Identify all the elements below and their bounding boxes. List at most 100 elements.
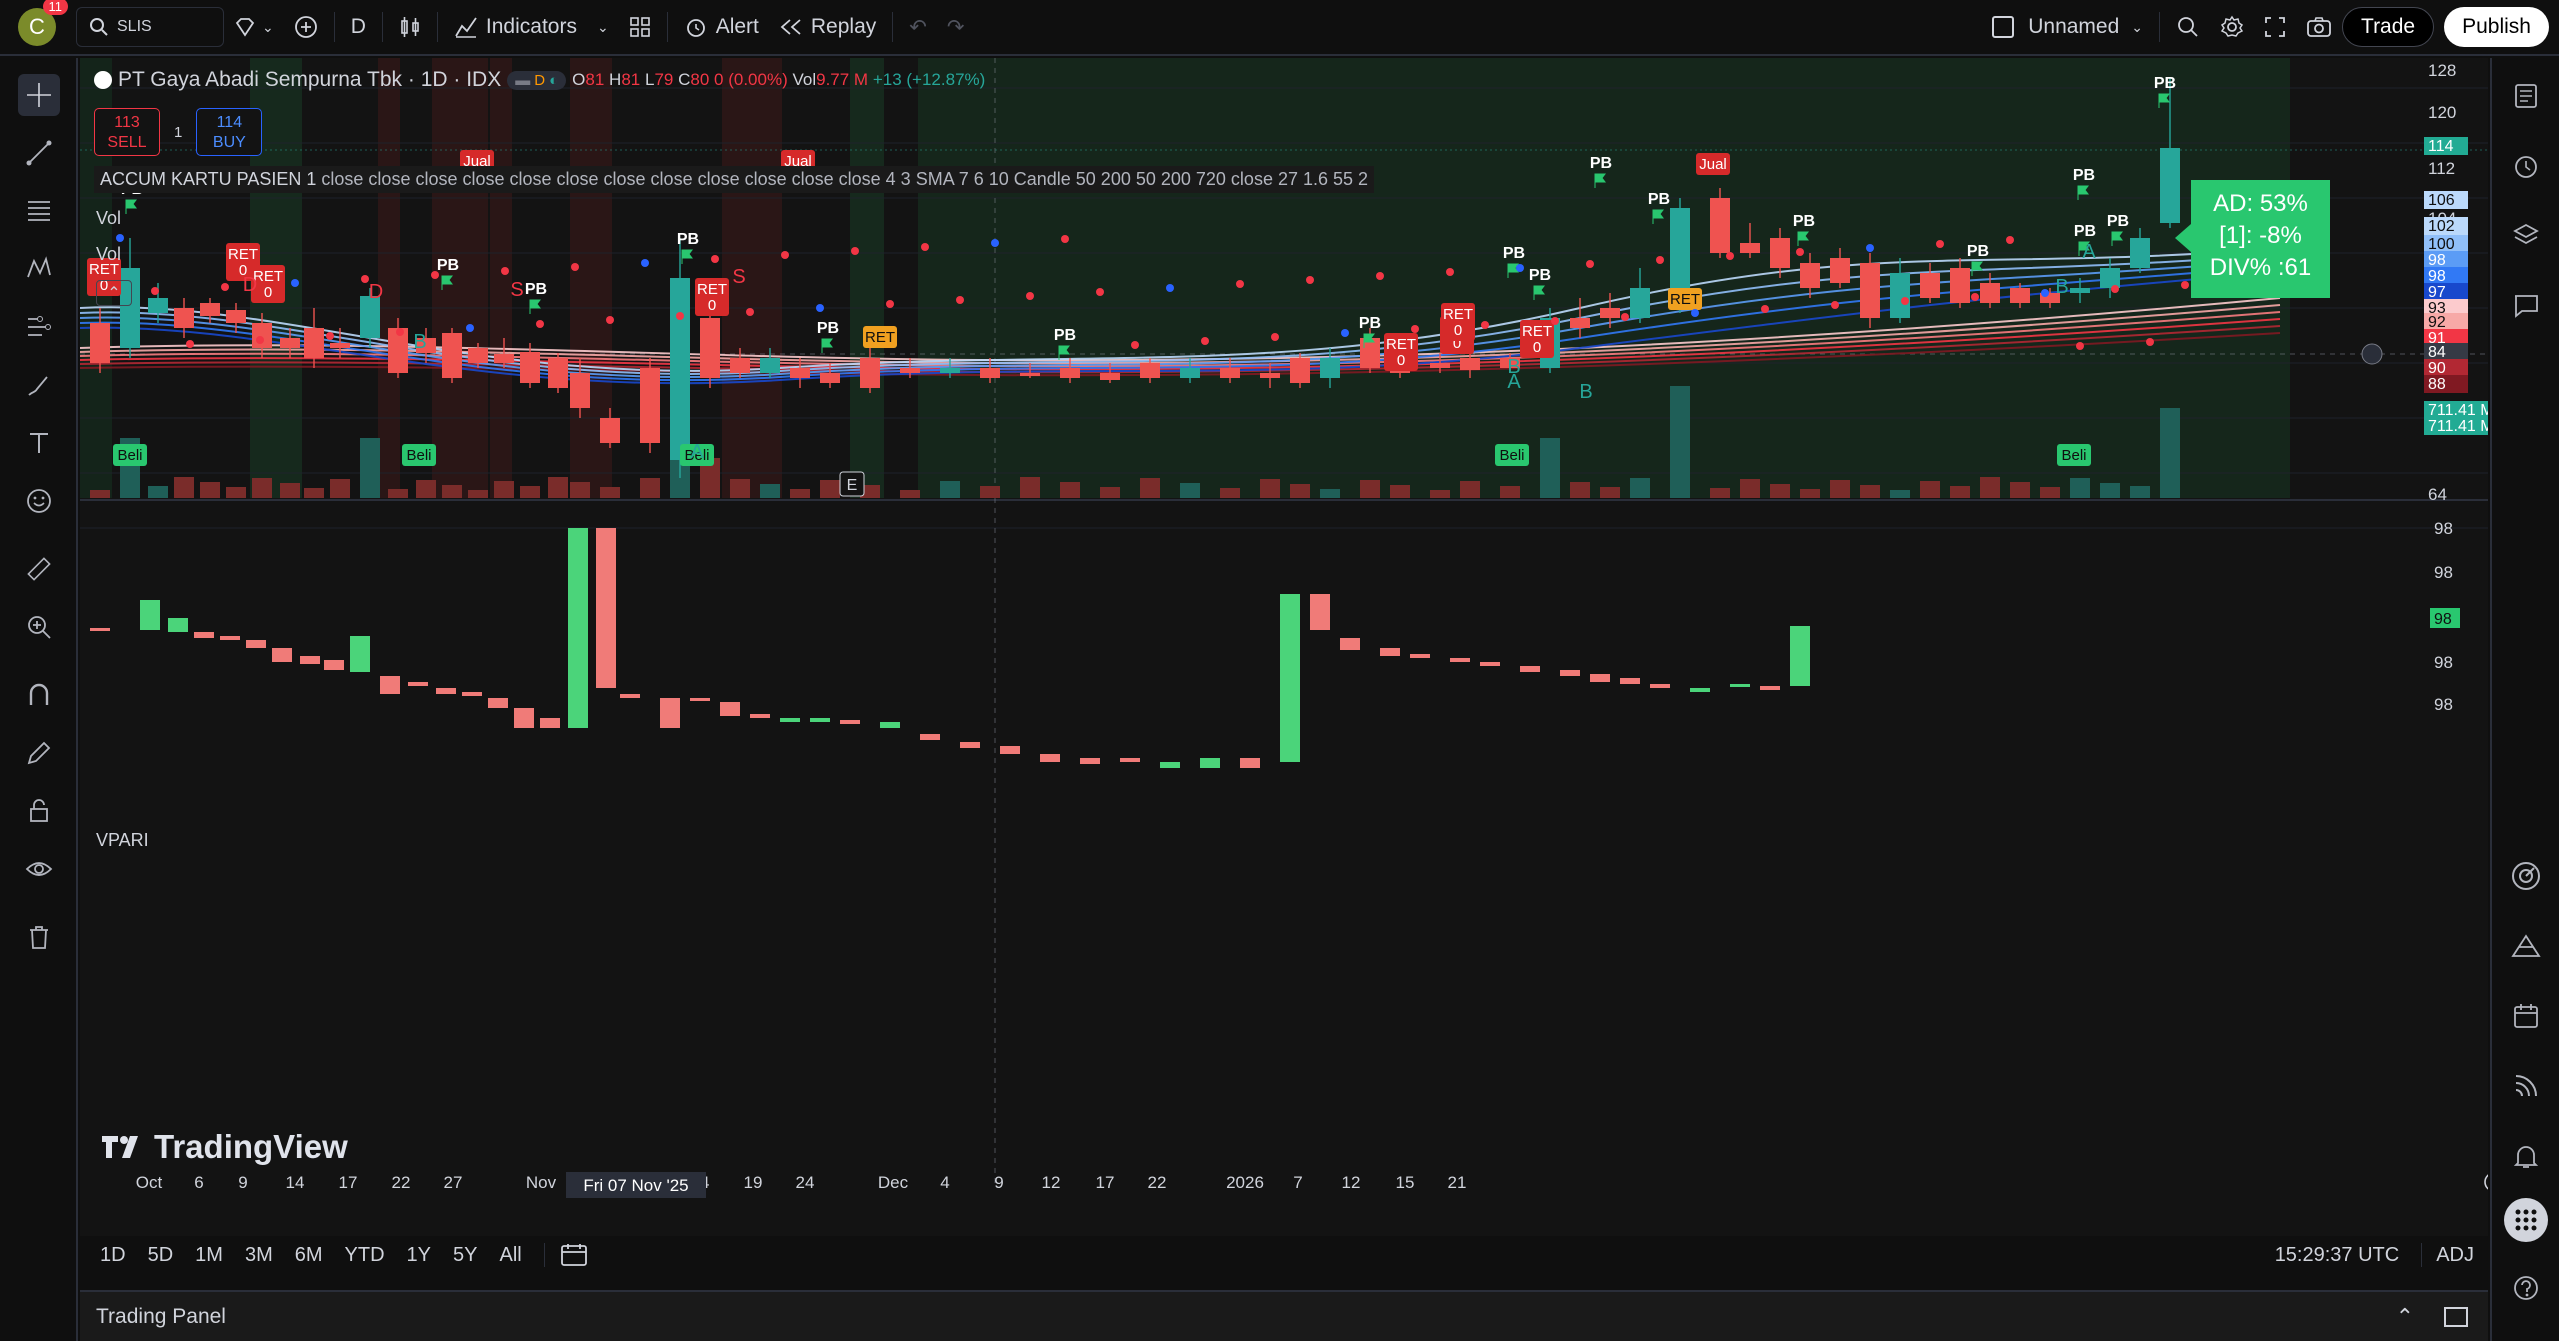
indicators-dropdown[interactable]: ⌄	[587, 7, 619, 47]
chats-button[interactable]	[2504, 284, 2548, 328]
fib-tool[interactable]	[18, 190, 60, 232]
background-band	[918, 58, 2290, 498]
volume-bar	[2010, 482, 2030, 498]
legend-title[interactable]: PT Gaya Abadi Sempurna Tbk · 1D · IDX	[118, 68, 502, 91]
zoom-tool[interactable]	[18, 606, 60, 648]
layout-name-button[interactable]: Unnamed ⌄	[1982, 7, 2153, 47]
watchlist-button[interactable]	[2504, 74, 2548, 118]
brush-tool[interactable]	[18, 364, 60, 406]
price-axis-label: 92	[2424, 313, 2468, 331]
volume-bar	[1710, 488, 1730, 498]
range-all[interactable]: All	[499, 1243, 522, 1266]
crosshair-tool[interactable]	[18, 74, 60, 116]
pb-flag-icon	[821, 338, 833, 353]
calendar-button[interactable]	[2504, 994, 2548, 1038]
hide-drawings-tool[interactable]	[18, 848, 60, 890]
candle	[1320, 358, 1340, 378]
pb-marker: PB	[525, 281, 547, 298]
alerts-panel-button[interactable]	[2504, 144, 2548, 188]
pb-marker: PB	[677, 231, 699, 248]
range-3m[interactable]: 3M	[244, 1243, 273, 1266]
chart-style-dropdown[interactable]: ⌄	[224, 7, 284, 47]
redo-button[interactable]: ↷	[937, 7, 975, 47]
help-button[interactable]	[2504, 1266, 2548, 1310]
fullscreen-button[interactable]	[2254, 7, 2296, 47]
candle	[1570, 318, 1590, 328]
chart-area[interactable]: RET0RET0RET0RET0RET0RET0RET0RET0RETRETJu…	[80, 58, 2488, 1238]
settings-button[interactable]	[2210, 7, 2254, 47]
range-5y[interactable]: 5Y	[453, 1243, 478, 1266]
candle	[1670, 208, 1690, 303]
volume-bar	[1220, 488, 1240, 498]
candle	[1630, 288, 1650, 318]
vol-legend-1[interactable]: Vol	[96, 208, 122, 228]
gear-icon	[2220, 15, 2244, 37]
chevron-up-icon[interactable]: ⌃	[2395, 1303, 2414, 1329]
products-button[interactable]	[2504, 1198, 2548, 1242]
forecast-tool[interactable]	[18, 306, 60, 348]
collapse-legend-button[interactable]: ⌃	[96, 280, 132, 306]
calendar-range-icon[interactable]	[559, 1242, 589, 1268]
trend-line-tool[interactable]	[18, 132, 60, 174]
object-tree-button[interactable]	[2504, 214, 2548, 258]
magnet-tool[interactable]	[18, 674, 60, 716]
emoji-tool[interactable]	[18, 480, 60, 522]
quick-search-button[interactable]	[2166, 7, 2210, 47]
replay-button[interactable]: Replay	[769, 7, 886, 47]
candle-type-button[interactable]	[389, 7, 431, 47]
price-label-text: 98	[2428, 252, 2446, 269]
text-tool[interactable]	[18, 422, 60, 464]
remove-drawings-tool[interactable]	[18, 916, 60, 958]
pine-editor-button[interactable]	[2504, 924, 2548, 968]
add-symbol-button[interactable]	[284, 7, 328, 47]
maximize-panel-icon[interactable]	[2444, 1306, 2468, 1327]
sell-button[interactable]: 113 SELL	[94, 108, 160, 156]
undo-button[interactable]: ↶	[899, 7, 937, 47]
clock[interactable]: 15:29:37 UTC	[2274, 1243, 2400, 1266]
price-axis-label: 88	[2424, 375, 2468, 393]
adj-toggle[interactable]: ADJ	[2436, 1243, 2474, 1266]
price-chart-svg[interactable]: RET0RET0RET0RET0RET0RET0RET0RET0RETRETJu…	[80, 58, 2488, 1238]
news-stream-button[interactable]	[2504, 1064, 2548, 1108]
divider	[381, 12, 383, 42]
snapshot-button[interactable]	[2296, 7, 2342, 47]
range-1y[interactable]: 1Y	[406, 1243, 432, 1266]
alert-button[interactable]: Alert	[674, 7, 769, 47]
ideas-button[interactable]	[2504, 854, 2548, 898]
indicators-button[interactable]: Indicators	[444, 7, 587, 47]
vol-legend-2[interactable]: Vol	[96, 244, 122, 264]
pattern-tool[interactable]	[18, 248, 60, 290]
drawing-toolbar	[0, 58, 78, 1341]
signal-letter: D	[369, 281, 383, 303]
buy-button[interactable]: 114 BUY	[196, 108, 263, 156]
pb-marker: PB	[817, 320, 839, 337]
indicator-legend[interactable]: ACCUM KARTU PASIEN 1 close close close c…	[94, 166, 1375, 193]
vpari-bar	[690, 698, 710, 701]
price-tick: 64	[2428, 485, 2447, 504]
range-6m[interactable]: 6M	[294, 1243, 323, 1266]
user-avatar[interactable]: C 11	[18, 0, 68, 46]
candle	[1860, 263, 1880, 318]
tradingview-logo[interactable]: TradingView	[100, 1128, 348, 1166]
vpari-legend[interactable]: VPARI	[96, 830, 149, 850]
range-5d[interactable]: 5D	[147, 1243, 174, 1266]
layouts-button[interactable]	[619, 7, 661, 47]
price-tick: 112	[2428, 159, 2455, 178]
publish-button[interactable]: Publish	[2444, 7, 2549, 47]
notifications-button[interactable]	[2504, 1134, 2548, 1178]
measure-tool[interactable]	[18, 548, 60, 590]
lock-drawings-tool[interactable]	[18, 790, 60, 832]
volume-bar	[570, 482, 590, 498]
trade-button[interactable]: Trade	[2342, 7, 2435, 47]
range-1d[interactable]: 1D	[100, 1243, 126, 1266]
chevron-up-icon: ⌃	[107, 285, 121, 302]
candle	[760, 358, 780, 373]
range-ytd[interactable]: YTD	[344, 1243, 385, 1266]
price-axis-label: 98	[2424, 267, 2468, 285]
time-tick: 17	[1096, 1173, 1115, 1192]
symbol-search[interactable]: SLIS	[76, 7, 224, 47]
keep-drawing-tool[interactable]	[18, 732, 60, 774]
interval-button[interactable]: D	[350, 15, 366, 38]
range-1m[interactable]: 1M	[195, 1243, 223, 1266]
trading-panel-tab[interactable]: Trading Panel	[96, 1304, 226, 1328]
